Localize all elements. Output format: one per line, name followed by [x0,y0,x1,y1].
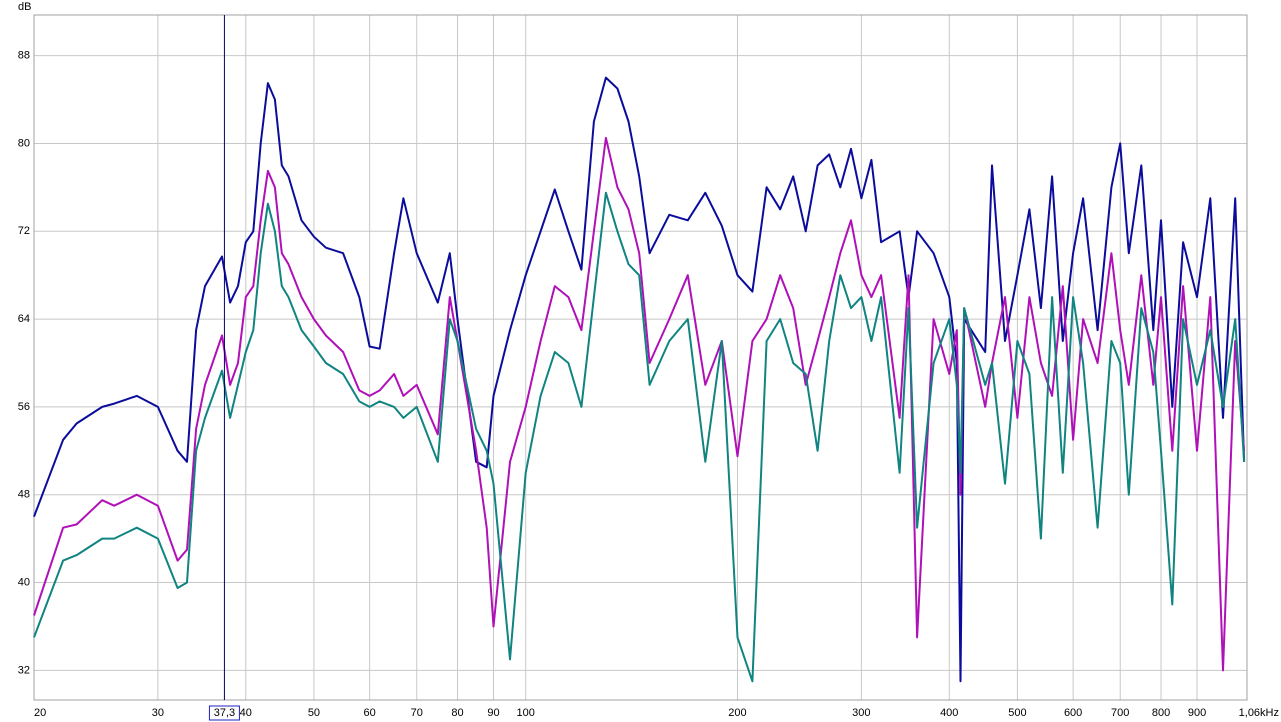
plot-border [33,14,1248,701]
x-tick-label: 800 [1152,707,1170,719]
x-tick-label: 40 [240,707,252,719]
y-tick-label: 32 [18,664,30,676]
y-axis-label: dB [18,1,31,13]
y-tick-label: 64 [18,313,30,325]
x-tick-label: 200 [728,707,746,719]
plot-area [33,76,1246,683]
x-tick-label: 700 [1111,707,1129,719]
x-tick-label: 80 [451,707,463,719]
x-tick-label: 400 [940,707,958,719]
x-tick-label: 500 [1008,707,1026,719]
x-tick-label: 70 [411,707,423,719]
y-tick-label: 80 [18,137,30,149]
y-tick-label: 48 [18,489,30,501]
y-tick-label: 88 [18,50,30,62]
x-tick-label: 300 [852,707,870,719]
x-tick-label: 900 [1188,707,1206,719]
y-tick-label: 56 [18,401,30,413]
x-tick-label: 60 [364,707,376,719]
cursor-label-box [208,705,240,721]
x-tick-label: 100 [517,707,535,719]
series-line [33,136,1246,672]
cursor-label: 37,3 [214,707,235,719]
y-tick-label: 72 [18,225,30,237]
x-tick-label: 90 [487,707,499,719]
x-tick-label: 50 [308,707,320,719]
x-tick-label: 1,06kHz [1239,707,1279,719]
series-line [33,191,1246,683]
y-tick-label: 40 [18,576,30,588]
x-tick-label: 30 [152,707,164,719]
x-tick-label: 600 [1064,707,1082,719]
x-tick-label: 20 [34,707,46,719]
